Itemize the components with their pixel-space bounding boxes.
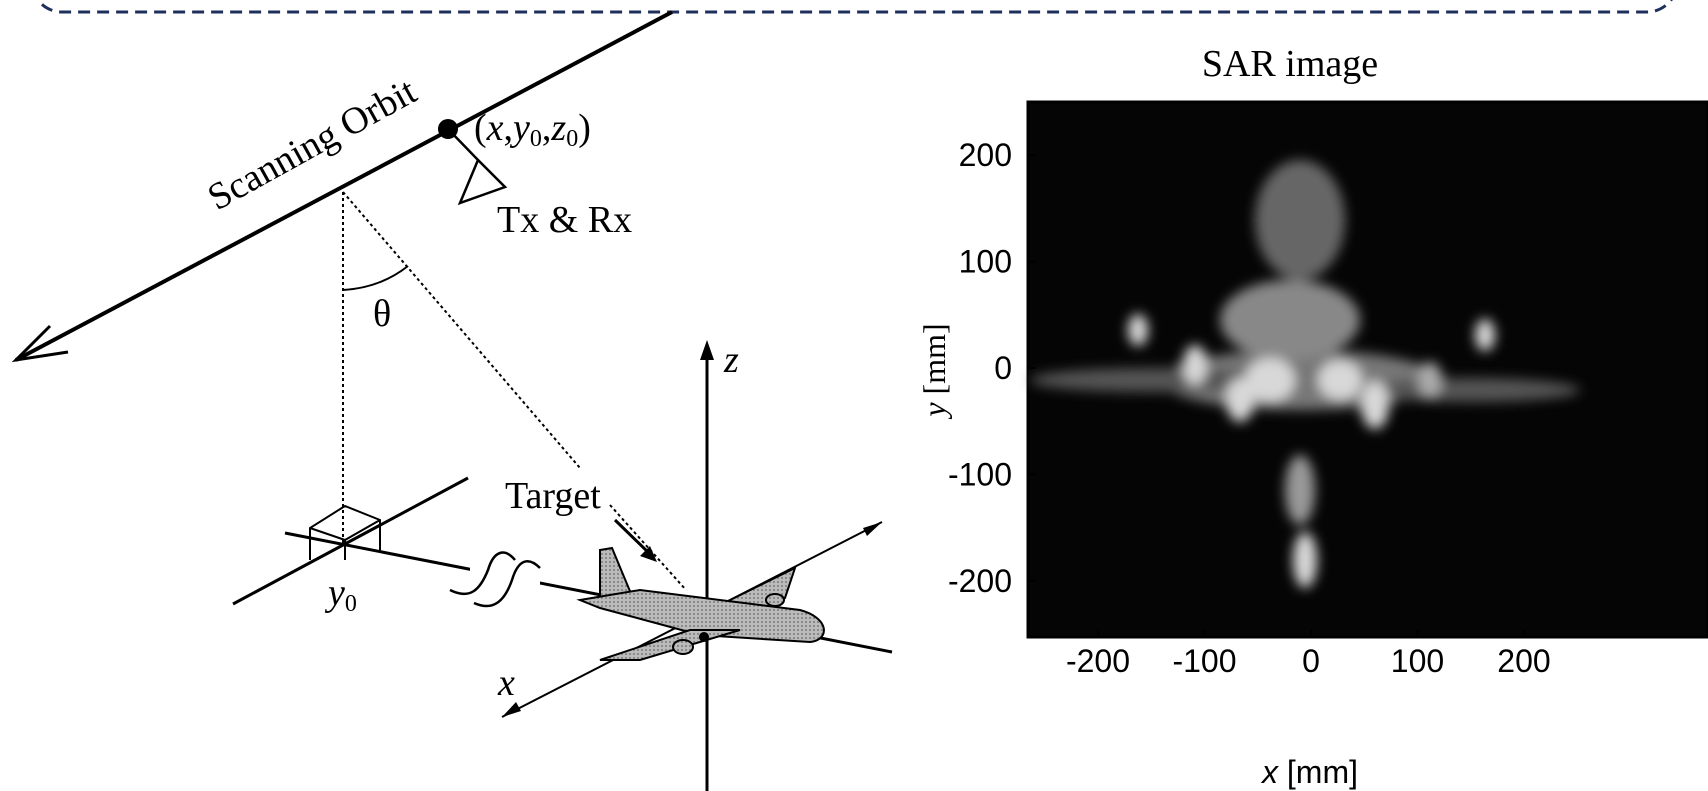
angle-label: θ (373, 293, 391, 335)
airplane (580, 548, 824, 660)
unit: [mm] (916, 323, 952, 402)
subscript: 0 (566, 126, 578, 152)
ground-x-line (233, 478, 468, 604)
orbit-point-label: (x,y0,z0) (474, 107, 591, 152)
z-arrow (700, 340, 714, 360)
sar-title: SAR image (1202, 43, 1378, 85)
ground-label: y0 (324, 572, 357, 617)
coord: z (550, 107, 566, 149)
x-tick-label: 100 (1391, 643, 1444, 679)
sar-image (1028, 102, 1708, 637)
y-tick-label: 200 (959, 137, 1012, 173)
comma: , (542, 107, 552, 149)
antenna-label: Tx & Rx (497, 199, 632, 241)
subscript: 0 (345, 591, 357, 617)
comma: , (504, 107, 514, 149)
subscript: 0 (530, 126, 542, 152)
break-mark (450, 545, 540, 606)
y-tick-label: -200 (948, 563, 1012, 599)
target-label: Target (505, 475, 601, 517)
figure: Scanning Orbit (x,y0,z0) Tx & Rx θ z Tar… (0, 0, 1708, 791)
page: Scanning Orbit (x,y0,z0) Tx & Rx θ z Tar… (0, 0, 1708, 791)
x-tick-label: -100 (1172, 643, 1236, 679)
coord: y (509, 107, 530, 149)
orbit-label: Scanning Orbit (201, 70, 424, 219)
paren: ( (474, 107, 487, 149)
origin-dot (699, 632, 709, 642)
z-label: z (723, 339, 739, 381)
y-tick-label: 100 (959, 244, 1012, 280)
cube (310, 506, 380, 560)
angle-arc (343, 266, 408, 290)
y-tick-label: 0 (994, 350, 1012, 386)
coord: x (486, 107, 504, 149)
y-tick-label: -100 (948, 457, 1012, 493)
var: y (324, 572, 345, 614)
unit: [mm] (1278, 754, 1358, 790)
x-tick-label: -200 (1066, 643, 1130, 679)
x-tick-label: 0 (1302, 643, 1320, 679)
paren: ) (578, 107, 591, 149)
x-label: x (497, 662, 515, 704)
y-axis-title: y [mm] (916, 323, 952, 419)
x-tick-label: 200 (1497, 643, 1550, 679)
x-axis-title: x [mm] (1260, 754, 1358, 790)
var: y (916, 402, 952, 420)
frame (32, 0, 1677, 12)
var: x (1260, 754, 1279, 790)
